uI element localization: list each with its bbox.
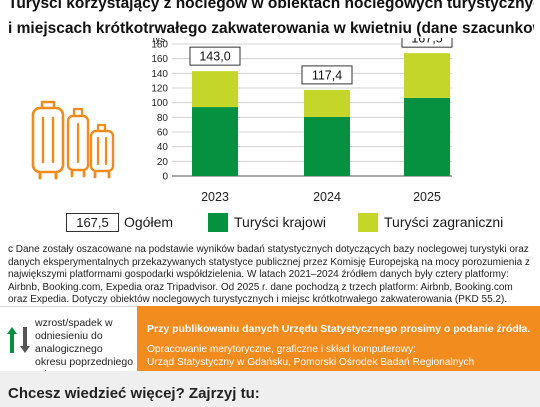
- legend-domestic-label: Turyści krajowi: [234, 214, 327, 230]
- bars: 143,0 117,4 167,5: [189, 38, 453, 176]
- y-unit-label: tys.: [152, 38, 168, 45]
- bar-foreign: [404, 53, 450, 98]
- bar-domestic: [304, 116, 350, 176]
- y-tick-label: 0: [162, 172, 168, 183]
- y-tick-label: 180: [151, 40, 168, 51]
- source-request-text: Przy publikowaniu danych Urzędu Statysty…: [147, 323, 531, 335]
- suitcases-icon: [31, 100, 115, 180]
- bar-foreign: [192, 71, 238, 108]
- x-tick-label: 2024: [313, 190, 341, 204]
- legend-domestic-swatch: [208, 213, 228, 232]
- y-tick-label: 40: [157, 142, 169, 153]
- y-tick-label: 140: [151, 69, 168, 80]
- total-label: 117,4: [312, 68, 342, 82]
- x-tick-label: 2023: [201, 190, 229, 204]
- chart-title-line-2-text: i miejscach krótkotrwałego zakwaterowani…: [8, 20, 534, 38]
- y-tick-label: 80: [157, 113, 169, 124]
- total-label: 167,5: [411, 38, 442, 46]
- legend-total-label: Ogółem: [124, 214, 174, 230]
- y-tick-label: 100: [151, 98, 168, 109]
- chart-title-line-2: i miejscach krótkotrwałego zakwaterowani…: [8, 14, 534, 39]
- total-label-box: [401, 38, 453, 48]
- y-tick-label: 120: [151, 84, 168, 95]
- author-line-2: Urząd Statystyczny w Gdańsku, Pomorski O…: [147, 357, 475, 368]
- total-label-box: [189, 46, 241, 66]
- change-legend-panel: wzrost/spadek w odniesieniu do analogicz…: [0, 306, 137, 381]
- more-info-bar: Chcesz wiedzieć więcej? Zajrzyj tu:: [0, 371, 540, 407]
- chart-title-line-1: Turyści korzystający z noclegów w obiekt…: [8, 0, 534, 12]
- legend-foreign-swatch: [358, 213, 378, 232]
- source-panel: Przy publikowaniu danych Urzędu Statysty…: [137, 306, 540, 371]
- up-down-arrows-icon: [7, 327, 30, 353]
- y-tick-label: 20: [157, 157, 169, 168]
- chart-title: Turyści korzystający z noclegów w obiekt…: [8, 0, 534, 39]
- bar-domestic: [192, 107, 238, 176]
- legend: 167,5 Ogółem Turyści krajowi Turyści zag…: [0, 208, 540, 236]
- total-label-box: [301, 65, 353, 85]
- change-legend-text: wzrost/spadek w odniesieniu do analogicz…: [35, 317, 134, 381]
- legend-total-sample: 167,5: [66, 213, 119, 232]
- more-info-text: Chcesz wiedzieć więcej? Zajrzyj tu:: [8, 385, 260, 402]
- y-tick-label: 160: [151, 54, 168, 65]
- x-axis: 2023 2024 2025: [201, 190, 441, 204]
- author-line-1: Opracowanie merytoryczne, graficzne i sk…: [147, 344, 416, 355]
- bar-foreign: [304, 89, 350, 117]
- total-label: 143,0: [199, 50, 230, 64]
- y-tick-label: 60: [157, 128, 169, 139]
- legend-foreign-label: Turyści zagraniczni: [384, 214, 504, 230]
- x-tick-label: 2025: [413, 190, 441, 204]
- bar-domestic: [404, 97, 450, 176]
